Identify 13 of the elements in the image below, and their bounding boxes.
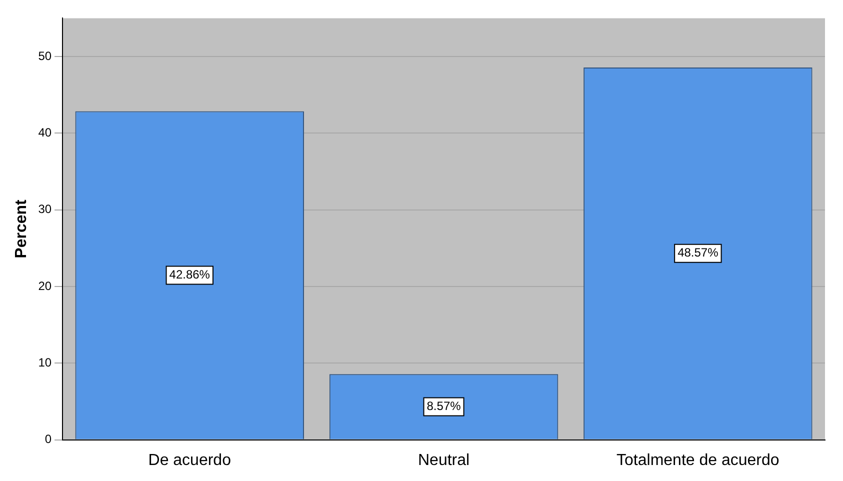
y-tick-label: 40: [38, 125, 52, 140]
y-axis-title: Percent: [13, 198, 30, 258]
y-tick-label: 50: [38, 48, 52, 63]
y-tick-label: 0: [44, 432, 52, 446]
y-tick-label: 10: [38, 355, 52, 370]
data-label: 48.57%: [678, 246, 719, 260]
x-tick-label: Neutral: [418, 452, 470, 469]
data-label: 42.86%: [169, 268, 210, 282]
x-tick-label: De acuerdo: [148, 452, 232, 469]
y-tick-label: 20: [38, 278, 52, 293]
y-tick-label: 30: [38, 202, 52, 216]
data-label: 8.57%: [426, 399, 462, 414]
x-tick-label: Totalmente de acuerdo: [616, 452, 780, 469]
